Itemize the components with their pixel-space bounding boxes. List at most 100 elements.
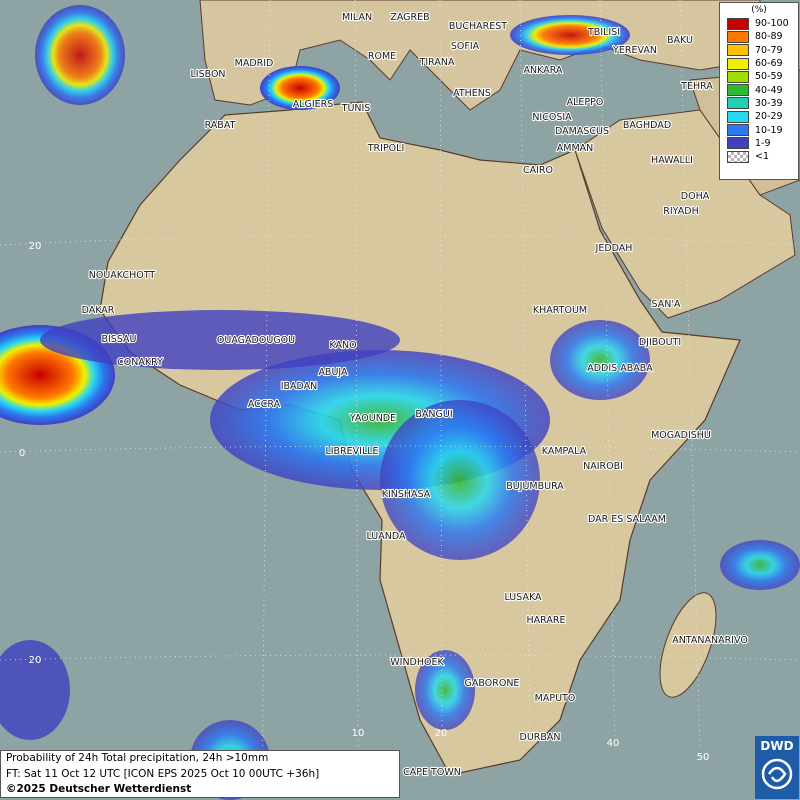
legend-swatch [727,17,749,30]
arabia [574,109,796,319]
legend-label: 1-9 [755,137,771,149]
city-label: OUAGADOUGOU [217,335,295,346]
legend-label: 60-69 [755,58,783,70]
city-label: KANO [329,340,356,351]
grid-label: 20 [29,655,42,666]
legend-swatch [727,84,749,97]
logo-swirl [767,766,787,783]
logo: DWD [755,736,799,799]
meridian [599,0,616,751]
precip [550,320,650,400]
precip [380,400,540,560]
city-label: HAWALLI [651,155,693,166]
labels: MILAN ZAGREB BUCHAREST TBILISI SOFIA ROME TIRA… [19,11,749,779]
meridian [439,0,443,751]
city-label: LUANDA [366,531,406,542]
legend-label: 50-59 [755,71,783,83]
city-label: KINSHASA [382,489,431,500]
legend-swatch [727,44,749,57]
city-label: KAMPALA [542,446,587,457]
grid-label: 50 [697,752,710,763]
city-label: MILAN [342,12,372,23]
legend-entry: 40-49 [720,83,798,97]
city-label: DAMASCUS [555,126,609,137]
legend-label: 80-89 [755,31,783,43]
city-label: RIYADH [663,206,698,217]
legend-entry: 20-29 [720,110,798,123]
grid-label: 0 [19,448,25,459]
caption: Probability of 24h Total precipitation, … [0,750,400,798]
precip [0,640,70,740]
city-label: NAIROBI [583,461,623,472]
city-label: DJIBOUTI [639,337,681,348]
city-label: BISSAU [101,334,136,345]
legend-label: <1 [755,151,770,163]
city-label: BUJUMBURA [506,481,564,492]
city-label: ZAGREB [390,12,429,23]
legend-entry: 60-69 [720,57,798,70]
city-label: LIBREVILLE [325,446,378,457]
parallel [0,654,800,661]
precip [720,540,800,590]
grid-label: 20 [435,728,448,739]
logo-ring [761,758,793,790]
city-label: ANTANANARIVO [672,635,748,646]
city-label: ROME [368,51,396,62]
legend-entry: 10-19 [720,123,798,137]
city-label: BANGUI [415,409,452,420]
legend-entry: 90-100 [720,17,798,30]
city-label: BAGHDAD [623,120,671,131]
city-label: DAKAR [82,305,115,316]
legend-swatch [727,150,749,163]
city-label: IBADAN [281,381,318,392]
city-label: JEDDAH [595,243,633,254]
city-label: ANKARA [524,65,563,76]
precip [35,5,125,105]
meridian [261,0,271,800]
city-label: DURBAN [520,732,561,743]
precip [40,310,400,370]
parallel [0,234,800,246]
legend-entry: 1-9 [720,137,798,150]
city-label: MADRID [235,58,274,69]
city-label: NOUAKCHOTT [89,270,156,281]
legend-entry: <1 [720,150,798,163]
legend-entry: 30-39 [720,97,798,110]
legend-label: 20-29 [755,111,783,123]
city-label: RABAT [205,120,236,131]
city-label: YEREVAN [612,45,657,56]
city-label: ABUJA [318,367,348,378]
madagascar [659,592,717,698]
logo-icon [761,758,793,790]
city-label: TUNIS [341,103,371,114]
city-label: LUSAKA [504,592,542,603]
city-label: BUCHAREST [449,21,507,32]
city-label: MAPUTO [535,693,576,704]
city-label: SOFIA [451,41,480,52]
city-label: YAOUNDE [349,413,396,424]
grid-label: 40 [607,738,620,749]
city-label: DAR ES SALAAM [588,514,666,525]
city-label: MOGADISHU [651,430,711,441]
legend-label: 10-19 [755,124,783,136]
city-label: CONAKRY [117,357,163,368]
city-label: DOHA [681,191,710,202]
parallel [0,445,800,453]
legend-title: (%) [751,5,767,15]
city-label: AMMAN [557,143,594,154]
precip [260,66,340,110]
city-label: CAPE TOWN [403,767,461,778]
city-label: HARARE [527,615,566,626]
caption-line: FT: Sat 11 Oct 12 UTC [ICON EPS 2025 Oct… [6,767,320,780]
legend-entry: 80-89 [720,30,798,43]
city-label: NICOSIA [532,112,572,123]
legend-label: 70-79 [755,44,783,56]
meridian [354,0,359,751]
caption-line: ©2025 Deutscher Wetterdienst [6,783,192,795]
precip [510,15,630,55]
legend-swatch [727,57,749,70]
legend-swatch [727,137,749,150]
